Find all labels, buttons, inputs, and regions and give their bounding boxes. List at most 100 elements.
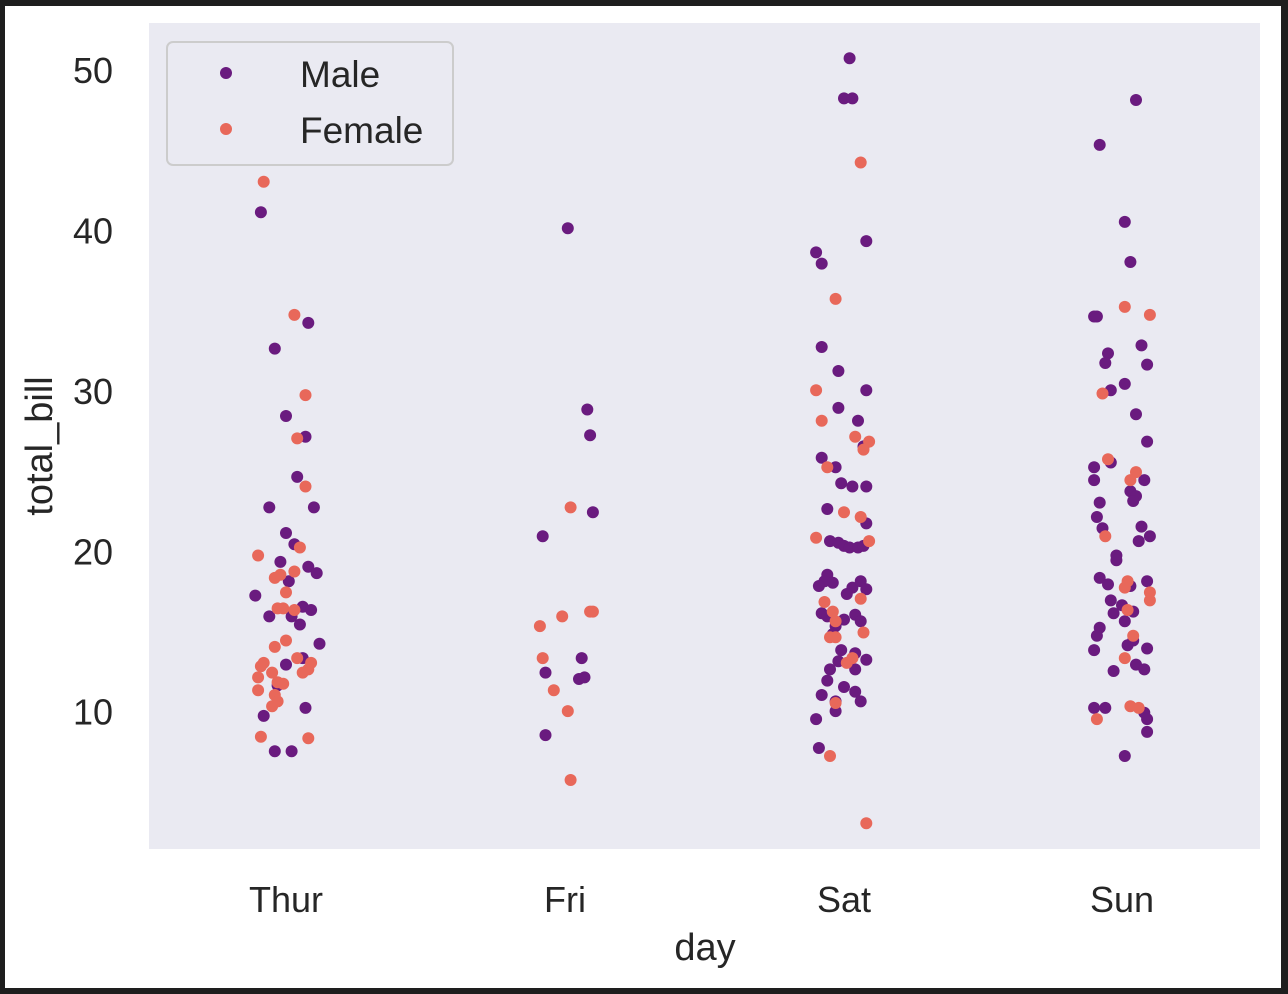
data-point xyxy=(843,52,856,65)
data-point xyxy=(815,689,828,701)
data-point xyxy=(1093,138,1106,151)
y-axis-label: total_bill xyxy=(19,376,61,515)
data-point xyxy=(280,527,292,539)
data-point xyxy=(818,596,831,608)
x-axis-label: day xyxy=(674,927,735,969)
data-point xyxy=(1118,215,1131,228)
data-point xyxy=(302,560,315,573)
data-point xyxy=(812,742,825,754)
data-point xyxy=(313,637,326,650)
legend-box xyxy=(166,41,454,166)
data-point xyxy=(268,745,281,758)
data-point xyxy=(254,206,267,219)
data-point xyxy=(815,451,828,464)
data-point xyxy=(1130,408,1142,421)
data-point xyxy=(1102,347,1114,360)
data-point xyxy=(280,634,292,647)
data-point xyxy=(854,156,867,169)
data-point xyxy=(1138,663,1151,676)
data-point xyxy=(586,506,599,519)
data-point xyxy=(821,674,834,687)
y-tick-label: 10 xyxy=(73,692,113,733)
data-point xyxy=(263,610,276,623)
data-point xyxy=(280,586,292,599)
data-point xyxy=(1124,256,1137,268)
data-point xyxy=(810,713,823,726)
data-point xyxy=(838,92,850,105)
data-point xyxy=(1102,453,1114,466)
data-point xyxy=(815,341,828,353)
data-point xyxy=(586,605,599,618)
data-point xyxy=(821,461,834,474)
data-point xyxy=(1135,339,1148,352)
data-point xyxy=(829,615,842,628)
data-point xyxy=(288,565,301,578)
data-point xyxy=(1102,578,1114,591)
data-points xyxy=(249,52,1156,830)
data-point xyxy=(1143,594,1156,607)
x-tick-label: Sun xyxy=(1090,879,1154,920)
data-point xyxy=(299,480,312,493)
data-point xyxy=(581,403,594,416)
data-point xyxy=(1141,713,1154,726)
data-point xyxy=(1141,575,1154,588)
y-tick-label: 20 xyxy=(73,531,113,572)
data-point xyxy=(1118,615,1131,628)
data-point xyxy=(1127,629,1140,642)
data-point xyxy=(832,365,845,377)
data-point xyxy=(832,401,845,414)
data-point xyxy=(860,583,873,596)
data-point xyxy=(1088,461,1101,474)
data-point xyxy=(840,656,853,669)
data-point xyxy=(1141,358,1154,371)
data-point xyxy=(1107,665,1120,677)
data-point xyxy=(815,257,828,270)
data-point xyxy=(288,604,301,616)
y-tick-label: 40 xyxy=(73,211,113,252)
data-point xyxy=(1090,310,1103,323)
data-point xyxy=(1143,530,1156,543)
data-point xyxy=(1088,474,1101,487)
data-point xyxy=(860,384,873,397)
data-point xyxy=(1099,357,1112,369)
data-point xyxy=(838,506,850,519)
data-point xyxy=(302,732,315,745)
data-point xyxy=(852,414,864,427)
data-point xyxy=(846,480,859,493)
data-point xyxy=(821,503,834,515)
data-point xyxy=(835,477,848,490)
data-point xyxy=(1143,308,1156,321)
data-point xyxy=(280,658,292,671)
data-point xyxy=(584,429,597,442)
data-point xyxy=(1138,474,1151,487)
data-point xyxy=(1099,530,1112,543)
data-point xyxy=(854,511,867,523)
data-point xyxy=(539,666,552,679)
data-point xyxy=(257,709,270,722)
data-point xyxy=(252,671,265,684)
data-point xyxy=(843,541,856,554)
data-point xyxy=(857,443,870,456)
legend-marker-male xyxy=(220,67,232,79)
data-point xyxy=(829,697,842,709)
data-point xyxy=(1118,300,1131,313)
data-point xyxy=(249,589,262,602)
data-point xyxy=(1141,642,1154,655)
data-point xyxy=(849,663,862,676)
data-point xyxy=(1093,496,1106,509)
data-point xyxy=(840,588,853,600)
data-point xyxy=(274,555,287,568)
data-point xyxy=(307,501,320,514)
data-point xyxy=(1096,387,1109,400)
data-point xyxy=(826,576,839,589)
data-point xyxy=(1107,607,1120,620)
data-point xyxy=(849,685,862,698)
data-point xyxy=(1090,713,1103,726)
data-point xyxy=(296,666,309,679)
legend-label-male: Male xyxy=(300,54,380,95)
legend-label-female: Female xyxy=(300,110,423,151)
data-point xyxy=(254,730,267,743)
x-tick-labels: Thur Fri Sat Sun xyxy=(249,879,1154,920)
data-point xyxy=(826,605,839,618)
